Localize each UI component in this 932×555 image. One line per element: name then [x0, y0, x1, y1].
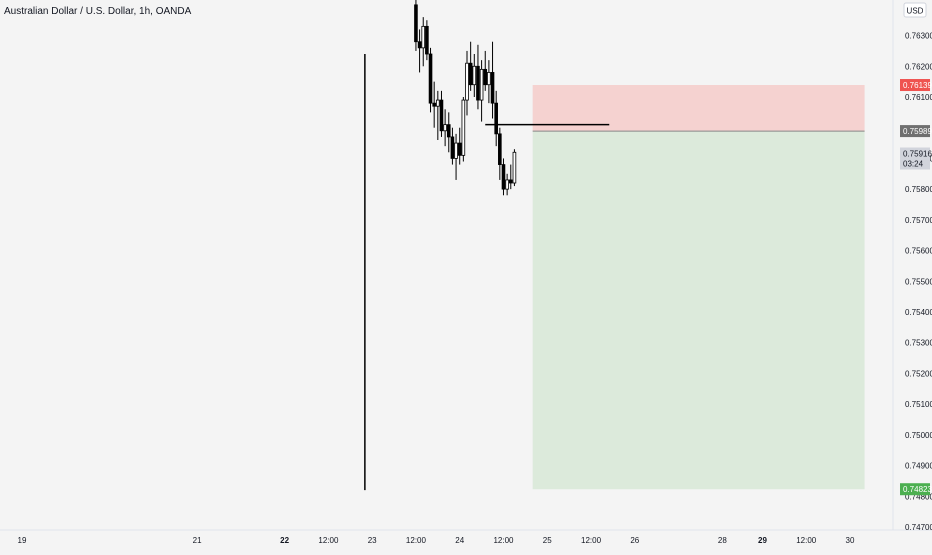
time-tick-label: 12:00 [406, 536, 427, 545]
candle-body [476, 65, 480, 101]
time-tick-label: 23 [368, 536, 377, 545]
price-tick-label: 0.74900 [905, 462, 932, 471]
candle-body [414, 4, 418, 43]
price-tick-label: 0.74800 [905, 492, 932, 501]
entry-price-badge-box [900, 125, 930, 138]
time-tick-label: 12:00 [318, 536, 339, 545]
candle-body [428, 53, 433, 104]
candle-body [498, 133, 502, 165]
price-tick-label: 0.75400 [905, 308, 932, 317]
time-axis[interactable]: 19 21 22 12:00 23 12:00 24 12:00 25 12:00 26 28 29 12… [18, 536, 855, 545]
price-tick-label: 0.75300 [905, 339, 932, 348]
price-tick-label: 0.76300 [905, 32, 932, 41]
candle-body [432, 102, 436, 107]
candle-body [454, 142, 458, 159]
current-price-label: 0.75916 [903, 150, 932, 159]
candle-body [465, 62, 469, 101]
price-tick-label: 0.75500 [905, 277, 932, 286]
target-price-badge-box [900, 483, 930, 496]
candle-body [446, 124, 451, 138]
candle-body [472, 65, 477, 86]
price-tick-label: 0.75700 [905, 216, 932, 225]
time-tick-label: 26 [630, 536, 639, 545]
time-tick-label: 30 [846, 536, 855, 545]
stop-loss-zone [532, 85, 865, 132]
drawings-layer[interactable] [364, 54, 610, 491]
target-price-badge-label: 0.74823 [903, 485, 932, 494]
bar-countdown-label: 03:24 [903, 160, 924, 169]
time-tick-label: 12:00 [493, 536, 514, 545]
stop-price-badge-label: 0.76139 [903, 81, 932, 90]
candle-body [490, 72, 495, 104]
entry-price-badge-label: 0.75989 [903, 127, 932, 136]
currency-badge-box [903, 2, 927, 18]
price-tick-label: 0.75600 [905, 247, 932, 256]
candles-layer [414, 0, 517, 196]
time-tick-label: 29 [758, 536, 767, 545]
time-tick-label: 19 [18, 536, 27, 545]
candle-body [505, 179, 509, 190]
price-tick-label: 0.75200 [905, 369, 932, 378]
time-tick-label: 12:00 [581, 536, 602, 545]
candle-body [421, 25, 426, 49]
position-tool[interactable] [532, 85, 865, 490]
candle-body [501, 164, 506, 190]
time-tick-label: 28 [718, 536, 727, 545]
candle-body [450, 136, 455, 159]
price-tick-label: 0.75100 [905, 400, 932, 409]
time-tick-label: 25 [543, 536, 552, 545]
time-tick-label: 24 [455, 536, 464, 545]
candle-body [487, 72, 491, 86]
price-tick-label: 0.75000 [905, 431, 932, 440]
candle-body [483, 68, 488, 86]
candle-body [461, 99, 466, 156]
price-tick-label: 0.75800 [905, 185, 932, 194]
candle-body [439, 99, 444, 132]
candle-body [468, 62, 473, 86]
currency-badge-label: USD [907, 7, 924, 16]
candle-body [417, 41, 422, 49]
currency-badge[interactable]: USD [903, 2, 927, 18]
candle-body [425, 25, 429, 55]
candle-body [508, 179, 513, 184]
stop-price-badge-box [900, 79, 930, 92]
candle-body [512, 151, 517, 184]
candle-body [494, 102, 498, 135]
chart-title: Australian Dollar / U.S. Dollar, 1h, OAN… [4, 6, 192, 17]
price-tick-label: 0.76200 [905, 62, 932, 71]
price-tick-label: 0.76100 [905, 93, 932, 102]
time-tick-label: 22 [280, 536, 289, 545]
price-tick-label: 0.74700 [905, 523, 932, 532]
candle-body [436, 99, 440, 107]
take-profit-zone [532, 131, 865, 490]
time-tick-label: 21 [193, 536, 202, 545]
candle-body [479, 68, 484, 101]
current-price-badge-box [900, 147, 930, 170]
candle-body [457, 142, 462, 156]
candle-body [443, 124, 447, 132]
time-tick-label: 12:00 [796, 536, 817, 545]
